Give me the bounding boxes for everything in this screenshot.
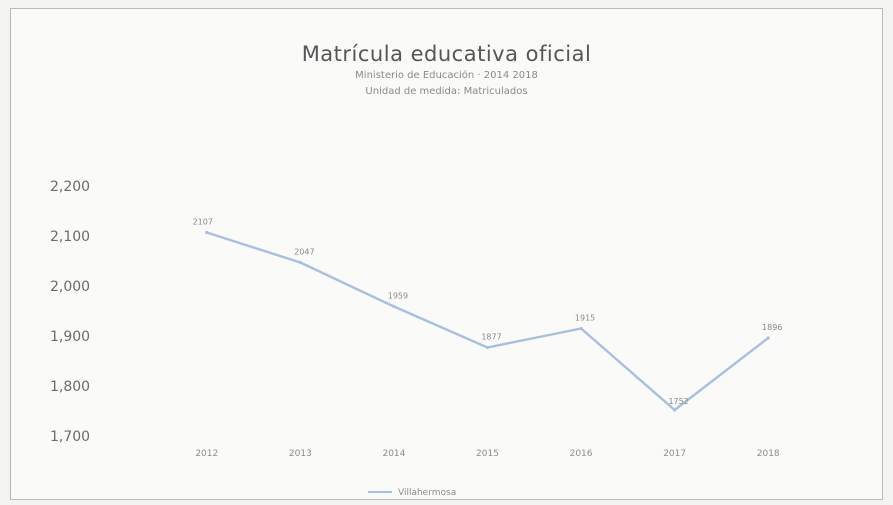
y-tick-label: 1,800 bbox=[50, 379, 90, 395]
chart-title: Matrícula educativa oficial bbox=[301, 42, 592, 66]
series-line bbox=[205, 231, 770, 412]
data-label: 1896 bbox=[762, 323, 782, 332]
chart-subtitle: Ministerio de Educación · 2014 2018 bbox=[355, 70, 538, 81]
data-point bbox=[205, 230, 209, 235]
y-tick-label: 1,900 bbox=[50, 329, 90, 345]
y-tick-label: 2,200 bbox=[50, 179, 90, 195]
y-tick-label: 2,100 bbox=[50, 229, 90, 245]
data-point bbox=[298, 260, 302, 265]
data-label: 2047 bbox=[294, 248, 314, 257]
data-label: 2107 bbox=[193, 218, 213, 227]
data-label: 1752 bbox=[668, 397, 688, 406]
data-point bbox=[766, 336, 770, 340]
x-tick-label: 2017 bbox=[663, 449, 686, 459]
x-tick-label: 2013 bbox=[289, 449, 312, 459]
y-tick-label: 2,000 bbox=[50, 279, 90, 295]
data-point bbox=[485, 345, 490, 350]
data-point bbox=[392, 304, 396, 309]
x-tick-label: 2014 bbox=[382, 449, 405, 459]
data-label: 1959 bbox=[388, 292, 408, 301]
data-point bbox=[673, 408, 677, 412]
legend-label: Villahermosa bbox=[398, 488, 456, 498]
x-tick-label: 2016 bbox=[570, 449, 593, 459]
chart-unit-subtitle: Unidad de medida: Matriculados bbox=[365, 86, 528, 97]
data-point bbox=[579, 326, 583, 331]
y-tick-label: 1,700 bbox=[50, 429, 90, 445]
x-tick-label: 2012 bbox=[195, 449, 218, 459]
data-label: 1915 bbox=[575, 314, 595, 323]
x-tick-label: 2018 bbox=[757, 449, 780, 459]
data-label: 1877 bbox=[481, 333, 501, 342]
chart-frame bbox=[10, 8, 883, 500]
x-tick-label: 2015 bbox=[476, 449, 499, 459]
